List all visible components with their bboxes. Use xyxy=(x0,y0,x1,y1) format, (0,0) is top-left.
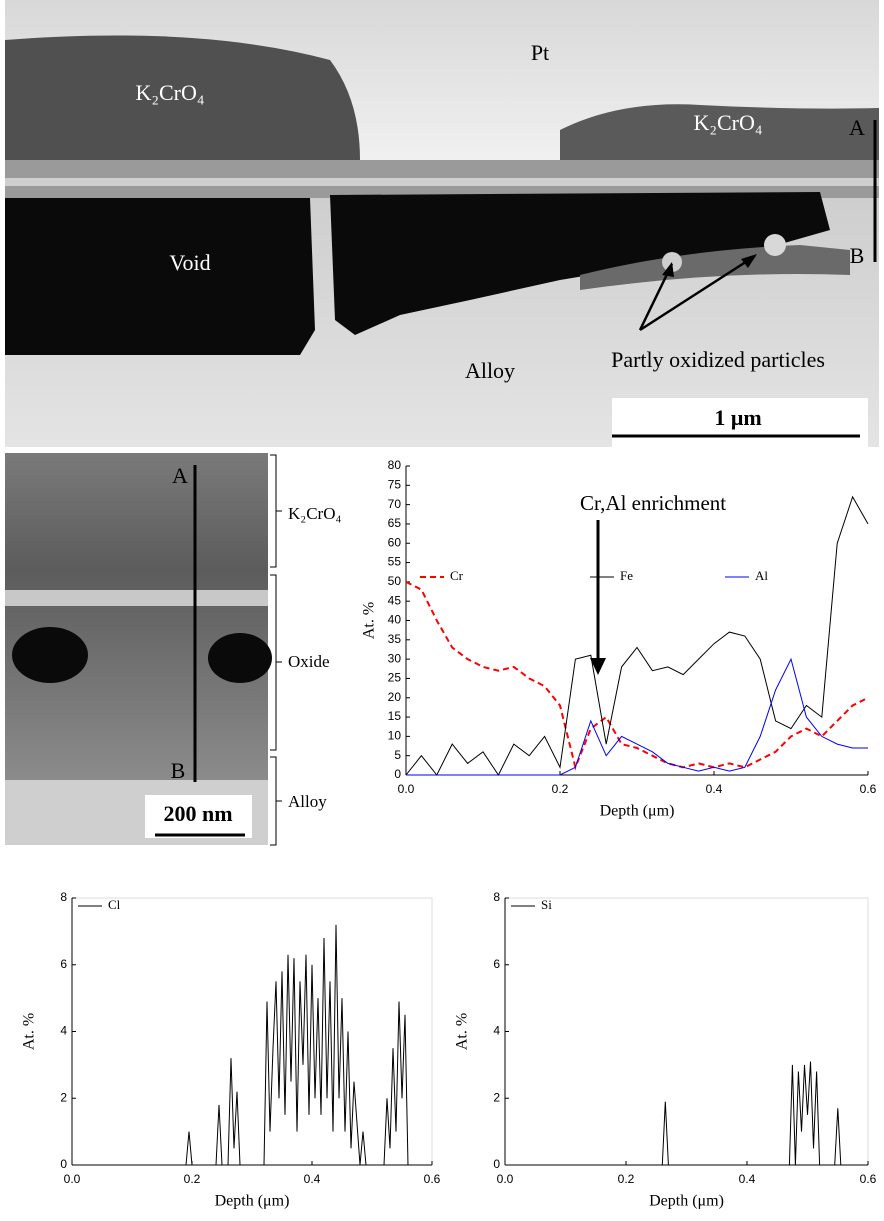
label-alloy: Alloy xyxy=(465,358,515,383)
plot-frame xyxy=(71,897,433,1166)
x-tick-label: 0.0 xyxy=(64,1172,81,1186)
y-tick-label: 0 xyxy=(60,1157,67,1171)
y-tick-label: 25 xyxy=(388,671,402,685)
sem-image-bottom: A B 200 nm K₂CrO₄ Oxide Alloy xyxy=(5,453,341,846)
scale-label: 1 μm xyxy=(714,405,761,430)
y-tick-label: 10 xyxy=(388,729,402,743)
x-tick-label: 0.6 xyxy=(424,1172,441,1186)
y-tick-label: 6 xyxy=(60,957,67,971)
y-axis-label: At. % xyxy=(21,1013,38,1050)
x-axis-label: Depth (μm) xyxy=(649,1193,724,1210)
label-a: A xyxy=(849,115,865,140)
legend-label: Al xyxy=(755,568,768,583)
y-tick-label: 45 xyxy=(388,593,402,607)
x-tick-label: 0.2 xyxy=(184,1172,201,1186)
data-line xyxy=(72,924,432,1166)
x-tick-label: 0.6 xyxy=(860,1172,877,1186)
x-axis-label: Depth (μm) xyxy=(215,1193,290,1210)
label-b: B xyxy=(171,758,186,783)
y-tick-label: 0 xyxy=(394,767,401,781)
plot-frame xyxy=(504,897,869,1166)
x-axis-label: Depth (μm) xyxy=(600,803,675,820)
label-k2cro4: K₂CrO₄ xyxy=(135,80,204,105)
label-pt: Pt xyxy=(531,40,549,65)
y-tick-label: 30 xyxy=(388,651,402,665)
y-tick-label: 15 xyxy=(388,709,402,723)
y-tick-label: 75 xyxy=(388,477,402,491)
layer-label: Oxide xyxy=(288,652,330,671)
x-tick-label: 0.0 xyxy=(398,782,415,796)
x-tick-label: 0.0 xyxy=(497,1172,514,1186)
y-tick-label: 5 xyxy=(394,748,401,762)
y-axis-label: At. % xyxy=(361,602,378,639)
y-tick-label: 0 xyxy=(493,1157,500,1171)
legend-label: Cl xyxy=(108,897,121,912)
label-a: A xyxy=(172,463,188,488)
y-tick-label: 60 xyxy=(388,535,402,549)
sem-image-top: Pt K₂CrO₄ K₂CrO₄ A B Void Alloy Partly o… xyxy=(5,0,879,447)
y-tick-label: 8 xyxy=(60,890,67,904)
x-tick-label: 0.2 xyxy=(552,782,569,796)
annotation: Cr,Al enrichment xyxy=(580,491,726,515)
y-tick-label: 8 xyxy=(493,890,500,904)
y-tick-label: 65 xyxy=(388,516,402,530)
label-k2cro4: K₂CrO₄ xyxy=(693,110,762,135)
y-tick-label: 80 xyxy=(388,458,402,472)
layer-label: K₂CrO₄ xyxy=(288,504,341,523)
x-tick-label: 0.4 xyxy=(706,782,723,796)
legend-label: Si xyxy=(541,897,552,912)
x-tick-label: 0.2 xyxy=(618,1172,635,1186)
annotation-arrowhead xyxy=(590,658,606,675)
label-particles: Partly oxidized particles xyxy=(611,347,825,372)
y-tick-label: 4 xyxy=(493,1024,500,1038)
y-axis-label: At. % xyxy=(454,1013,471,1050)
y-tick-label: 20 xyxy=(388,690,402,704)
y-tick-label: 40 xyxy=(388,613,402,627)
label-b: B xyxy=(850,243,865,268)
y-tick-label: 35 xyxy=(388,632,402,646)
data-line xyxy=(405,581,869,771)
legend-label: Fe xyxy=(620,568,633,583)
data-line xyxy=(405,495,869,776)
legend-label: Cr xyxy=(450,568,464,583)
x-tick-label: 0.4 xyxy=(739,1172,756,1186)
data-line xyxy=(505,1061,868,1166)
y-tick-label: 2 xyxy=(493,1090,500,1104)
y-tick-label: 6 xyxy=(493,957,500,971)
y-tick-label: 70 xyxy=(388,497,402,511)
data-line xyxy=(406,657,868,776)
layer-label: Alloy xyxy=(288,792,327,811)
x-tick-label: 0.6 xyxy=(860,782,877,796)
label-void: Void xyxy=(169,250,210,275)
y-tick-label: 4 xyxy=(60,1024,67,1038)
y-tick-label: 55 xyxy=(388,555,402,569)
y-tick-label: 2 xyxy=(60,1090,67,1104)
x-tick-label: 0.4 xyxy=(304,1172,321,1186)
scale-label: 200 nm xyxy=(163,801,232,826)
y-tick-label: 50 xyxy=(388,574,402,588)
